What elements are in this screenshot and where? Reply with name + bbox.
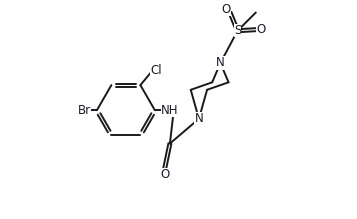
Text: S: S bbox=[234, 24, 241, 37]
Text: O: O bbox=[256, 23, 265, 36]
Text: O: O bbox=[222, 3, 231, 16]
Text: Cl: Cl bbox=[150, 64, 162, 77]
Text: O: O bbox=[160, 168, 169, 181]
Text: Br: Br bbox=[77, 104, 91, 117]
Text: N: N bbox=[216, 57, 225, 69]
Text: N: N bbox=[195, 112, 203, 125]
Text: N: N bbox=[195, 112, 203, 125]
Text: NH: NH bbox=[161, 104, 178, 117]
